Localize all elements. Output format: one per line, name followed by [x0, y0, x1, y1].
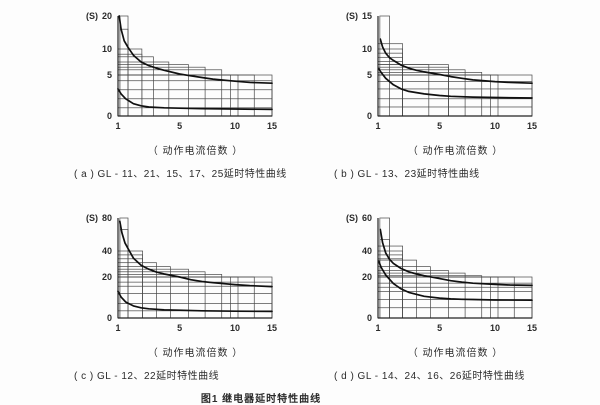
y-tick-label: 0 [107, 111, 112, 121]
lower-band-step [377, 98, 533, 117]
lower-limit-curve [117, 290, 273, 313]
y-axis-unit-label: (S) [86, 11, 98, 21]
upper-band-step [377, 245, 403, 319]
x-tick-label: 5 [437, 323, 442, 333]
upper-band-step [377, 74, 533, 117]
lower-limit-curve [117, 88, 273, 111]
lower-band-step [117, 98, 273, 117]
lower-band-step [377, 307, 533, 319]
upper-band-step [117, 74, 239, 117]
x-tick-label: 10 [230, 323, 240, 333]
lower-limit-curve [377, 67, 533, 99]
upper-band-step [119, 229, 129, 319]
chart-block-d: 0 20 40 60 1 5 10 15 (S) （ 动作电流倍数 ） ( d ) GL - 1… [332, 208, 584, 382]
x-tick-label: 1 [375, 121, 380, 131]
chart-caption-c: ( c ) GL - 12、22延时特性曲线 [74, 371, 220, 382]
x-axis-title-c: （ 动作电流倍数 ） [147, 348, 244, 359]
y-tick-label: 0 [367, 111, 372, 121]
upper-band-step [377, 286, 533, 319]
x-tick-label: 15 [267, 323, 277, 333]
y-tick-label: 40 [362, 246, 372, 256]
y-tick-label: 0 [107, 313, 112, 323]
chart-caption-d: ( d ) GL - 14、24、16、26延时特性曲线 [334, 371, 525, 382]
y-tick-label: 0 [367, 313, 372, 323]
figure-caption: 图1 继电器延时特性曲线 [200, 394, 322, 405]
x-tick-label: 10 [490, 323, 500, 333]
x-axis-title-b: （ 动作电流倍数 ） [407, 146, 504, 157]
x-tick-label: 15 [527, 121, 537, 131]
upper-band-step [377, 43, 403, 117]
x-tick-label: 1 [115, 323, 120, 333]
y-tick-label: 60 [362, 213, 372, 223]
x-tick-label: 1 [375, 323, 380, 333]
upper-limit-curve [118, 15, 273, 85]
x-tick-label: 5 [177, 323, 182, 333]
chart-block-c: 0 20 40 80 1 5 10 15 (S) （ 动作电流倍数 ） ( c ) GL - 1… [72, 208, 324, 382]
x-tick-label: 15 [267, 121, 277, 131]
x-tick-label: 10 [230, 121, 240, 131]
y-tick-label: 15 [362, 11, 372, 21]
upper-band-step [117, 258, 143, 319]
upper-limit-curve [379, 38, 533, 85]
lower-limit-curve [377, 260, 533, 302]
x-axis-title-d: （ 动作电流倍数 ） [407, 348, 504, 359]
upper-limit-curve [118, 220, 273, 288]
upper-band-step [377, 52, 403, 117]
upper-band-step [117, 285, 273, 319]
y-axis-unit-label: (S) [346, 213, 358, 223]
upper-band-step [117, 53, 143, 117]
lower-band-step [117, 89, 273, 117]
lower-band-step [117, 293, 273, 319]
upper-band-step [117, 74, 231, 117]
y-tick-label: 20 [362, 272, 372, 282]
chart-caption-a: ( a ) GL - 11、21、15、17、25延时特性曲线 [74, 169, 287, 180]
x-tick-label: 15 [527, 323, 537, 333]
y-tick-label: 5 [107, 70, 112, 80]
x-tick-label: 5 [177, 121, 182, 131]
chart-block-a: 0 5 10 20 1 5 10 15 (S) （ 动作电流倍数 ） ( a ) GL - 11… [72, 6, 324, 194]
upper-limit-curve [379, 228, 533, 287]
upper-band-step [119, 28, 129, 117]
lower-band-step [377, 88, 533, 117]
lower-band-step [377, 106, 533, 117]
x-axis-title-a: （ 动作电流倍数 ） [147, 146, 244, 157]
y-axis-unit-label: (S) [86, 213, 98, 223]
y-axis-unit-label: (S) [346, 11, 358, 21]
y-tick-label: 80 [102, 213, 112, 223]
chart-caption-b: ( b ) GL - 13、23延时特性曲线 [334, 169, 480, 180]
x-tick-label: 1 [115, 121, 120, 131]
y-tick-label: 10 [362, 44, 372, 54]
upper-band-step [117, 80, 273, 117]
x-tick-label: 5 [437, 121, 442, 131]
y-tick-label: 40 [102, 246, 112, 256]
x-tick-label: 10 [490, 121, 500, 131]
y-tick-label: 20 [102, 11, 112, 21]
lower-band-step [377, 299, 533, 319]
upper-band-step [379, 15, 390, 117]
upper-band-step [377, 259, 417, 319]
upper-band-step [117, 281, 273, 319]
charts-grid: 0 5 10 20 1 5 10 15 (S) （ 动作电流倍数 ） ( a ) GL - 11… [72, 6, 600, 382]
lower-band-step [377, 290, 533, 319]
y-tick-label: 20 [102, 272, 112, 282]
chart-block-b: 0 5 10 15 1 5 10 15 (S) （ 动作电流倍数 ） ( b ) GL - 13… [332, 6, 584, 194]
y-tick-label: 10 [102, 44, 112, 54]
y-tick-label: 5 [367, 70, 372, 80]
